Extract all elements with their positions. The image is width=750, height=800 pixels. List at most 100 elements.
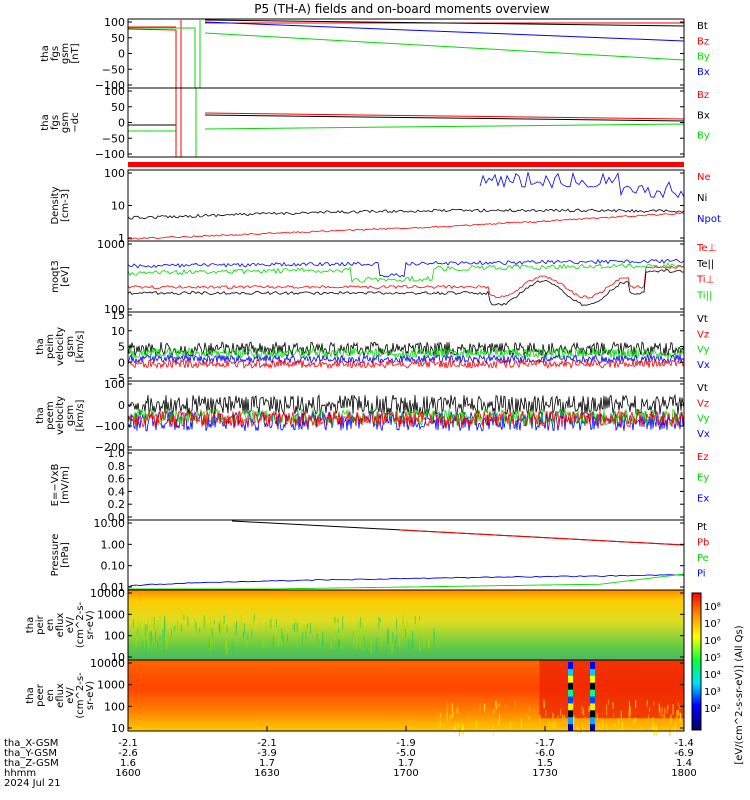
- series-by: [204, 32, 685, 61]
- spectrogram-streak: [462, 724, 464, 736]
- spectrogram-streak: [646, 703, 648, 708]
- spectrogram-streak: [543, 699, 545, 709]
- y-axis-label: tha peir en eflux eV/(cm^2-s-sr-eV): [25, 601, 96, 648]
- spectrogram-band: [568, 689, 573, 697]
- y-tick-label: 10.00: [94, 517, 126, 530]
- spectrogram-streak: [602, 720, 604, 728]
- spectrogram-streak: [213, 619, 215, 625]
- series-pb: [399, 529, 685, 546]
- y-tick-label: 0: [118, 356, 125, 369]
- spectrogram-streak: [667, 704, 669, 710]
- spectrogram-streak: [153, 621, 155, 629]
- spectrogram-streak: [528, 706, 530, 714]
- spectrogram-streak: [418, 622, 420, 634]
- spectrogram-streak: [219, 618, 221, 625]
- spectrogram-streak: [625, 719, 627, 727]
- spectrogram-streak: [406, 621, 408, 627]
- spectrogram-streak: [647, 714, 649, 721]
- spectrogram-streak: [498, 703, 500, 707]
- ion-spectrogram: [128, 590, 684, 660]
- spectrogram-streak: [495, 700, 497, 710]
- series-ne: [127, 212, 685, 240]
- y-tick-label: 15: [111, 309, 125, 322]
- spectrogram-streak: [280, 635, 282, 642]
- legend-entry: Bx: [697, 110, 710, 121]
- spectrogram-band: [568, 682, 573, 691]
- legend-entry: Bx: [697, 67, 710, 78]
- y-axis-label: tha fgs gsm [nT]: [40, 43, 81, 64]
- spectrogram-streak: [137, 618, 139, 631]
- y-tick-label: 1000: [97, 608, 125, 621]
- spectrogram-streak: [338, 640, 340, 645]
- spectrogram-streak: [465, 715, 467, 726]
- spectrogram-streak: [468, 712, 470, 722]
- y-tick-label: 10000: [90, 657, 125, 670]
- panel-pressure: 10.00 1.00 0.10 0.01 Pressure [nPa] Pt Pb Pe Pi: [50, 517, 709, 594]
- spectrogram-streak: [358, 621, 360, 633]
- y-tick-label: 0.4: [108, 485, 126, 498]
- series-ni: [127, 208, 685, 220]
- spectrogram-streak: [519, 716, 521, 721]
- spectrogram-streak: [162, 629, 164, 643]
- y-axis-label-line: [cm-3]: [60, 189, 71, 222]
- spectrogram-streak: [498, 719, 500, 726]
- spectrogram-streak: [259, 621, 261, 630]
- spectrogram-streak: [614, 723, 616, 727]
- y-axis-label-line: tha: [25, 687, 36, 703]
- x-tick-label: -2.6: [118, 748, 138, 759]
- spectrogram-streak: [272, 635, 274, 648]
- y-tick-label: 0.6: [108, 473, 126, 486]
- spectrogram-streak: [679, 704, 681, 710]
- y-axis-label-line: en: [45, 689, 56, 702]
- spectrogram-streak: [606, 723, 608, 732]
- spectrogram-streak: [461, 724, 463, 735]
- series-bx-2: [204, 114, 685, 122]
- spectrogram-streak: [275, 619, 277, 628]
- spectrogram-streak: [465, 726, 467, 730]
- spectrogram-streak: [652, 725, 654, 731]
- spectrogram-streak: [677, 709, 679, 716]
- spectrogram-streak: [356, 630, 358, 642]
- spectrogram-streak: [634, 717, 636, 724]
- spectrogram-streak: [675, 717, 677, 723]
- x-tick-label: -1.9: [396, 738, 416, 749]
- spectrogram-streak: [270, 618, 272, 629]
- spectrogram-streak: [584, 716, 586, 727]
- spectrogram-band: [568, 675, 573, 684]
- spectrogram-streak: [414, 616, 416, 624]
- colorbar-scale: [691, 592, 702, 731]
- legend-entry: Ez: [697, 452, 709, 463]
- series-te-perp: [127, 264, 685, 299]
- spectrogram-streak: [457, 706, 459, 714]
- y-axis-label: tha peim velocity gsm [km/s]: [35, 327, 86, 366]
- y-tick-label: −100: [95, 148, 125, 161]
- spectrogram-streak: [612, 702, 614, 709]
- spectrogram-streak: [176, 619, 178, 629]
- spectrogram-streak: [137, 626, 139, 635]
- spectrogram-streak: [337, 618, 339, 623]
- x-tick-label: 1.4: [676, 758, 692, 769]
- spectrogram-streak: [236, 620, 238, 630]
- spectrogram-streak: [545, 709, 547, 717]
- y-axis-label-line: sr-eV): [85, 610, 96, 639]
- spectrogram-streak: [280, 639, 282, 645]
- spectrogram-streak: [233, 622, 235, 630]
- spectrogram-streak: [458, 727, 460, 737]
- spectrogram-streak: [452, 711, 454, 718]
- series-spike: [175, 88, 182, 158]
- spectrogram-streak: [268, 619, 270, 629]
- legend-entry: Vt: [697, 314, 708, 325]
- spectrogram-streak: [598, 722, 600, 729]
- spectrogram-streak: [457, 723, 459, 729]
- spectrogram-streak: [606, 704, 608, 715]
- y-tick-label: 100: [104, 167, 125, 180]
- y-tick-label: 0.01: [101, 581, 126, 594]
- y-axis-label-line: gsm: [60, 112, 71, 133]
- y-tick-label: 0: [118, 117, 125, 130]
- spectrogram-streak: [296, 622, 298, 633]
- y-tick-label: 0.8: [108, 460, 126, 473]
- colorbar-tick-label: 10⁵: [704, 653, 721, 664]
- spectrogram-streak: [440, 712, 442, 718]
- spectrogram-streak: [663, 714, 665, 723]
